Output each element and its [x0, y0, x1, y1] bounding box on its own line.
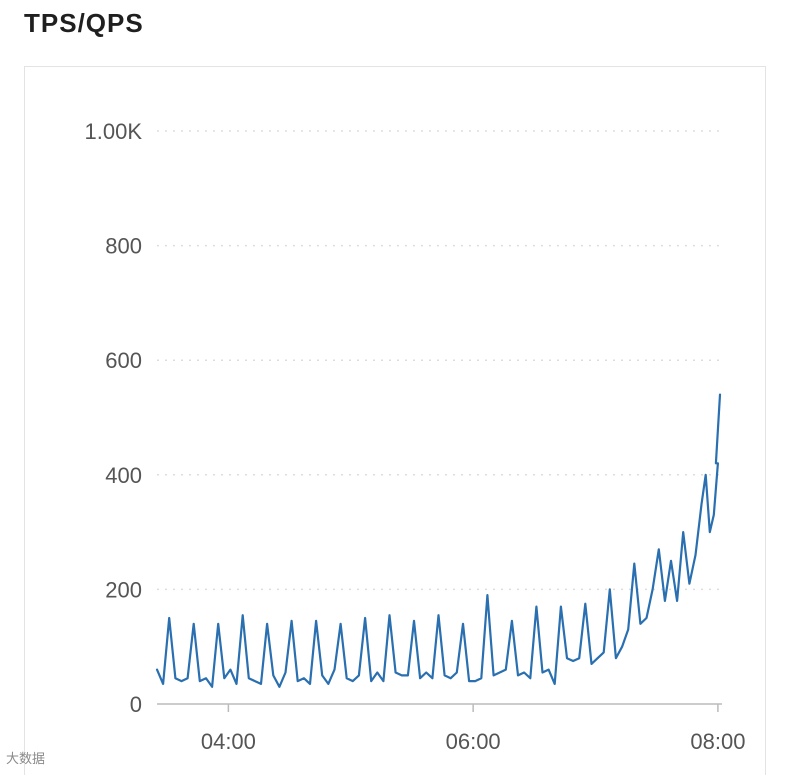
y-tick-label: 400	[105, 463, 142, 488]
y-tick-label: 200	[105, 577, 142, 602]
x-tick-label: 06:00	[446, 729, 501, 754]
y-tick-label: 1.00K	[85, 119, 143, 144]
x-tick-label: 04:00	[201, 729, 256, 754]
y-tick-label: 800	[105, 234, 142, 259]
watermark: 大数据	[6, 752, 46, 767]
chart-panel	[24, 66, 766, 775]
series-line-0	[155, 393, 722, 688]
y-tick-label: 600	[105, 348, 142, 373]
x-tick-label: 08:00	[690, 729, 745, 754]
panel-title: TPS/QPS	[24, 8, 144, 38]
y-tick-label: 0	[130, 692, 142, 717]
